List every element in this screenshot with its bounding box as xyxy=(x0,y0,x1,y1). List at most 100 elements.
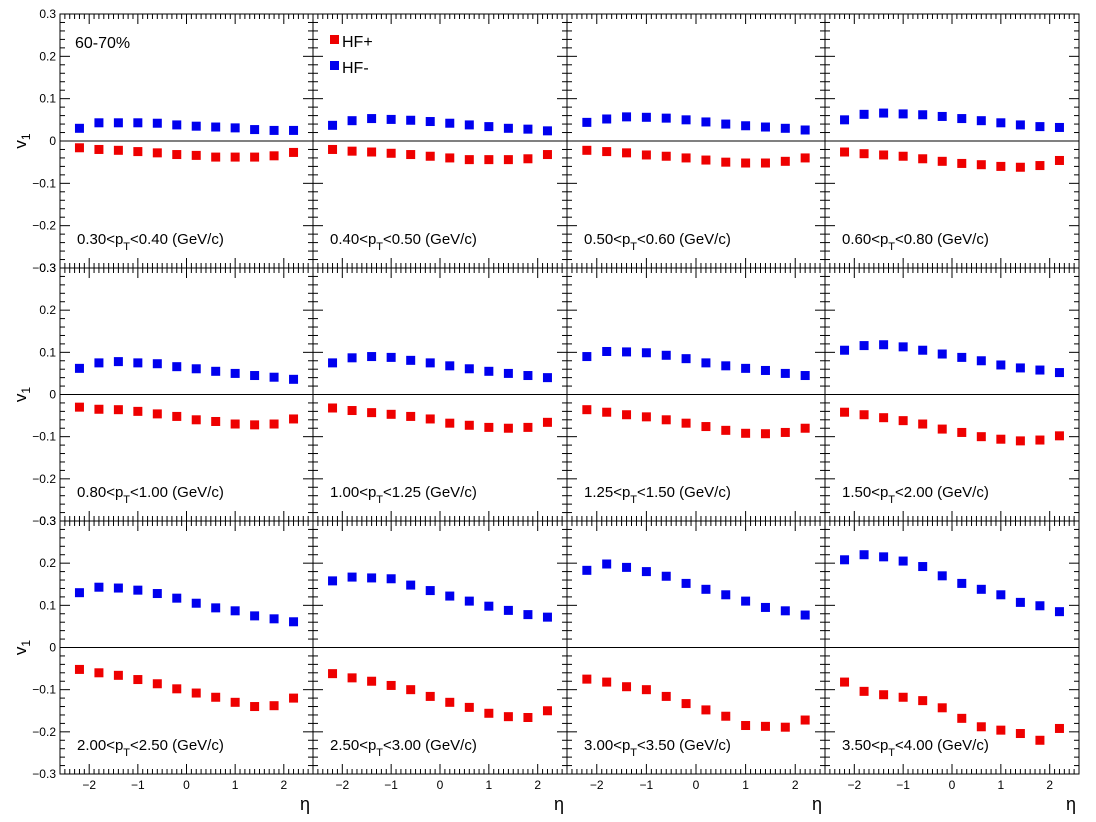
hfplus-point xyxy=(113,405,123,415)
y-tick-label: −0.3 xyxy=(32,767,56,781)
hfminus-point xyxy=(367,352,377,362)
x-tick-label: 1 xyxy=(232,778,239,792)
y-axis-title-sub: 1 xyxy=(19,387,33,394)
x-tick-label: 1 xyxy=(742,778,749,792)
hfminus-point xyxy=(1015,597,1025,607)
hfplus-point xyxy=(464,155,474,165)
hfplus-point xyxy=(661,151,671,161)
hfplus-point xyxy=(1015,729,1025,739)
hfminus-point xyxy=(484,122,494,132)
hfplus-point xyxy=(542,150,552,160)
hfminus-point xyxy=(741,596,751,606)
hfplus-point xyxy=(937,703,947,713)
y-tick-label: 0 xyxy=(49,388,56,402)
hfminus-point xyxy=(94,118,104,128)
hfplus-point xyxy=(879,150,889,160)
y-tick-label: −0.2 xyxy=(32,219,56,233)
hfminus-point xyxy=(523,371,533,381)
hfplus-point xyxy=(918,154,928,164)
hfplus-point xyxy=(800,715,810,725)
hfplus-point xyxy=(152,679,162,689)
hfplus-point xyxy=(641,685,651,695)
hfplus-point xyxy=(113,145,123,155)
hfminus-point xyxy=(406,355,416,365)
hfplus-point xyxy=(1015,436,1025,446)
hfplus-point xyxy=(996,434,1006,444)
hfminus-point xyxy=(328,576,338,586)
hfminus-point xyxy=(191,364,201,374)
hfplus-point xyxy=(172,150,182,160)
hfminus-point xyxy=(328,120,338,130)
hfplus-point xyxy=(622,682,632,692)
hfminus-point xyxy=(445,591,455,601)
legend-hfplus-label: HF+ xyxy=(342,34,373,51)
hfplus-point xyxy=(503,155,513,165)
hfplus-point xyxy=(701,155,711,165)
hfplus-point xyxy=(133,406,143,416)
hfplus-point xyxy=(840,677,850,687)
hfminus-point xyxy=(1054,368,1064,378)
hfminus-point xyxy=(172,362,182,372)
hfminus-point xyxy=(289,617,299,627)
hfminus-point xyxy=(1015,120,1025,130)
hfplus-point xyxy=(721,157,731,167)
hfplus-point xyxy=(386,680,396,690)
hfplus-point xyxy=(741,721,751,731)
x-axis-title: η xyxy=(812,794,822,814)
hfplus-point xyxy=(191,415,201,425)
y-tick-label: −0.1 xyxy=(32,430,56,444)
hfplus-point xyxy=(661,691,671,701)
hfplus-point xyxy=(1054,431,1064,441)
pt-range-label: 3.00<pT<3.50 (GeV/c) xyxy=(584,737,731,759)
hfplus-point xyxy=(741,158,751,168)
pt-range-label: 0.40<pT<0.50 (GeV/c) xyxy=(330,231,477,253)
hfminus-point xyxy=(94,358,104,368)
hfminus-point xyxy=(425,117,435,127)
hfminus-point xyxy=(133,118,143,128)
y-tick-label: 0.1 xyxy=(39,345,56,359)
hfminus-point xyxy=(859,109,869,119)
hfplus-point xyxy=(230,152,240,162)
y-tick-label: 0.3 xyxy=(39,261,56,275)
hfplus-point xyxy=(74,143,84,153)
hfplus-point xyxy=(780,156,790,166)
hfminus-point xyxy=(937,111,947,121)
hfplus-point xyxy=(760,158,770,168)
x-tick-label: −1 xyxy=(384,778,398,792)
hfplus-point xyxy=(152,148,162,158)
hfplus-point xyxy=(425,414,435,424)
hfminus-point xyxy=(661,350,671,360)
hfminus-point xyxy=(760,602,770,612)
panel-9: 0.3 0.2 0.1 0 −0.1 −0.2 −0.3 v1 −2 −1 0 1 2η 2.00<pT<… xyxy=(11,514,314,814)
hfminus-point xyxy=(976,116,986,126)
hfplus-point xyxy=(681,418,691,428)
hfminus-point xyxy=(602,114,612,124)
hfplus-point xyxy=(406,411,416,421)
hfminus-point xyxy=(879,340,889,350)
pt-range-label: 2.00<pT<2.50 (GeV/c) xyxy=(77,737,224,759)
hfplus-point xyxy=(289,147,299,157)
hfplus-point xyxy=(386,409,396,419)
hfplus-point xyxy=(937,156,947,166)
hfplus-point xyxy=(957,713,967,723)
hfplus-point xyxy=(464,420,474,430)
hfplus-point xyxy=(191,150,201,160)
hfminus-point xyxy=(74,123,84,133)
hfminus-point xyxy=(641,348,651,358)
hfminus-point xyxy=(269,614,279,624)
hfplus-point xyxy=(898,692,908,702)
hfminus-point xyxy=(152,118,162,128)
hfminus-point xyxy=(1015,363,1025,373)
hfplus-point xyxy=(211,416,221,426)
hfplus-point xyxy=(859,686,869,696)
hfminus-point xyxy=(386,352,396,362)
hfminus-point xyxy=(602,559,612,569)
hfminus-point xyxy=(133,585,143,595)
y-axis-title: v1 xyxy=(11,640,33,656)
hfminus-point xyxy=(840,555,850,565)
hfplus-point xyxy=(74,664,84,674)
hfplus-point xyxy=(523,712,533,722)
hfminus-point xyxy=(681,115,691,125)
hfplus-point xyxy=(230,419,240,429)
